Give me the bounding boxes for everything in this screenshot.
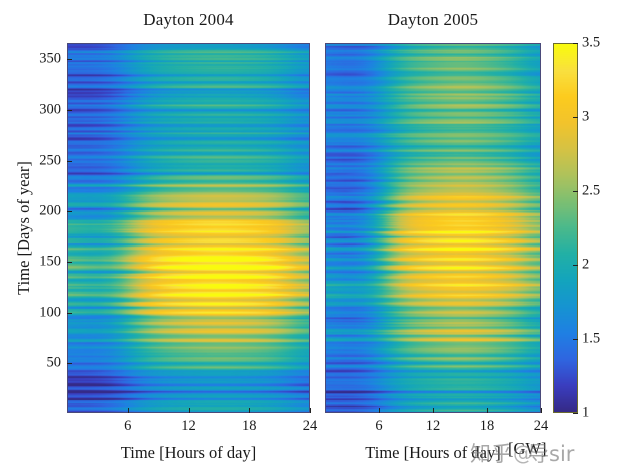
x-axis-label-dayton-2004: Time [Hours of day] (120, 443, 257, 462)
x-tick-label: 18 (479, 418, 495, 434)
colorbar-tickmark (573, 43, 578, 44)
y-tick-label: 150 (39, 253, 61, 270)
colorbar-tickmark (573, 191, 578, 192)
panel-title-dayton-2005: Dayton 2005 (387, 10, 479, 29)
x-tick-label: 6 (124, 418, 132, 434)
x-tickmark (188, 408, 190, 413)
colorbar-tick-label: 2.5 (582, 182, 601, 199)
x-tick-label: 12 (181, 418, 196, 434)
heatmap-panel-dayton-2004[interactable] (67, 43, 310, 413)
colorbar-tick-label: 2 (582, 256, 590, 273)
x-tick-label: 6 (375, 418, 383, 434)
colorbar-tickmark (573, 265, 578, 266)
colorbar-tickmark (573, 413, 578, 414)
colorbar-tick-label: 3 (582, 108, 590, 125)
y-tickmark (67, 109, 72, 111)
y-tickmark (67, 59, 72, 61)
y-tick-label: 300 (39, 101, 61, 118)
x-tickmark (379, 408, 380, 413)
x-tickmark (310, 408, 311, 413)
x-tick-label: 24 (302, 418, 318, 434)
x-axis-label-dayton-2005: Time [Hours of day] (365, 443, 501, 462)
x-tickmark (433, 408, 434, 413)
y-tickmark (67, 211, 72, 213)
colorbar-tick-label: 3.5 (582, 34, 601, 51)
y-tickmark (67, 312, 72, 314)
x-tick-label: 12 (425, 418, 441, 434)
y-tick-label: 250 (39, 152, 61, 169)
y-tick-label: 100 (39, 304, 61, 321)
x-tickmark (487, 408, 488, 413)
heatmap-panel-dayton-2005[interactable] (325, 43, 541, 413)
x-tickmark (541, 408, 542, 413)
x-tick-label: 18 (242, 418, 257, 434)
x-tickmark (127, 408, 129, 413)
colorbar-tickmark (573, 117, 578, 118)
y-tickmark (67, 160, 72, 162)
colorbar-tick-label: 1.5 (582, 330, 601, 347)
colorbar[interactable] (553, 43, 578, 413)
colorbar-tick-label: 1 (582, 404, 590, 421)
x-tickmark (249, 408, 251, 413)
colorbar-unit-label: [GW] (508, 439, 547, 458)
y-tick-label: 50 (46, 354, 62, 371)
y-tick-label: 200 (39, 202, 61, 219)
colorbar-tickmark (573, 339, 578, 340)
y-tickmark (67, 363, 72, 365)
y-tick-label: 350 (39, 50, 61, 67)
y-tickmark (67, 261, 72, 263)
panel-title-dayton-2004: Dayton 2004 (143, 10, 234, 29)
x-tick-label: 24 (533, 418, 549, 434)
